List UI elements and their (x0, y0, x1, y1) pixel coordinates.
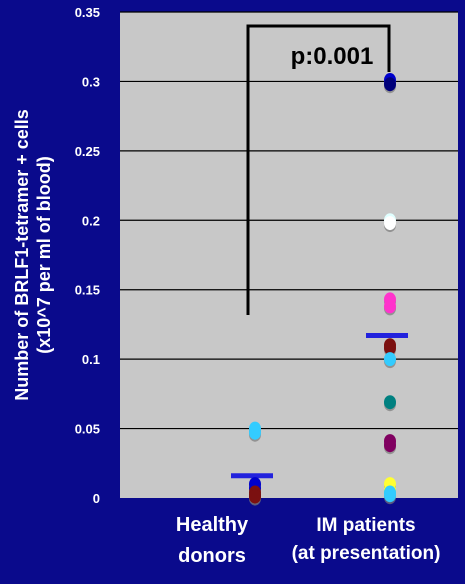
data-points (249, 73, 396, 506)
y-tick-label: 0.1 (82, 352, 100, 367)
y-tick-label: 0.25 (75, 144, 100, 159)
data-point (384, 341, 396, 356)
data-point (384, 395, 396, 410)
data-point (384, 216, 396, 231)
data-point (384, 352, 396, 367)
category-label-healthy-line2: donors (178, 545, 246, 567)
y-tick-label: 0.35 (75, 5, 100, 20)
plot-area (120, 12, 458, 498)
significance-bracket (246, 24, 391, 315)
median-lines (231, 333, 408, 479)
category-label-healthy-line1: Healthy (176, 514, 249, 536)
y-tick-label: 0.2 (82, 213, 100, 228)
y-tick-label: 0.15 (75, 283, 100, 298)
y-tick-label: 0.05 (75, 422, 100, 437)
y-tick-label: 0.3 (82, 74, 100, 89)
data-point (384, 77, 396, 92)
y-axis-label: Number of BRLF1-tetramer + cells (12, 109, 32, 401)
data-point (249, 489, 261, 504)
p-value-annotation: p:0.001 (291, 43, 374, 70)
category-label-im-line1: IM patients (316, 515, 415, 536)
bracket-line (246, 24, 391, 315)
category-label-im-line2: (at presentation) (292, 543, 441, 564)
data-point (384, 438, 396, 453)
y-tick-label: 0 (93, 491, 100, 506)
gridlines (120, 11, 458, 430)
data-point (249, 425, 261, 440)
data-point (384, 488, 396, 503)
y-axis-label-units: (x10^7 per ml of blood) (34, 156, 54, 354)
data-point (384, 299, 396, 314)
y-tick-labels: 0 0.05 0.1 0.15 0.2 0.25 0.3 0.35 (75, 5, 100, 506)
